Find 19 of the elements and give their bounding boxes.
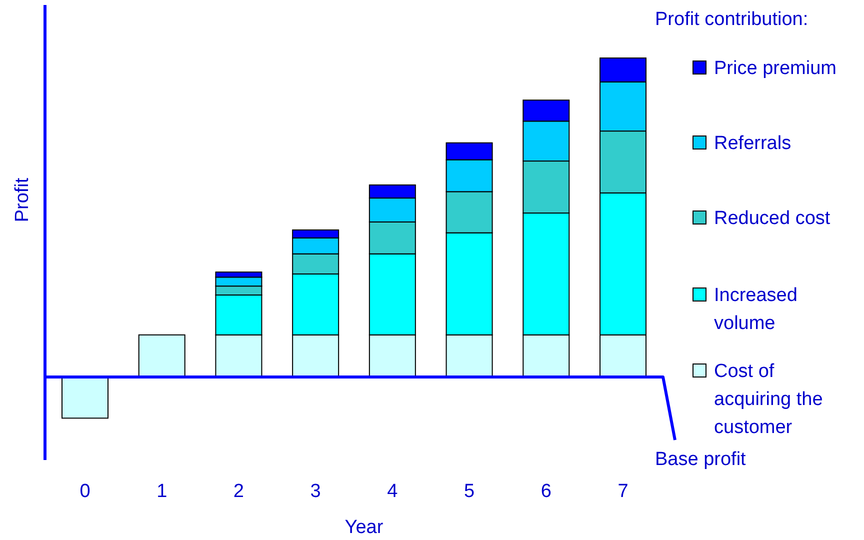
legend-label: Referrals [714, 133, 792, 154]
legend-label: Cost of acquiring the customer [714, 361, 823, 438]
x-tick-label: 7 [618, 481, 628, 502]
legend-title: Profit contribution: [655, 9, 808, 30]
x-tick-label: 1 [156, 481, 168, 502]
x-tick-label: 6 [540, 481, 552, 502]
legend-label: Reduced cost [714, 208, 831, 229]
x-tick-label: 0 [80, 481, 90, 502]
bar [62, 376, 108, 419]
bar [138, 334, 186, 378]
legend-label: Increased volume [714, 285, 798, 334]
x-tick-label: 2 [233, 481, 244, 502]
x-axis-title: Year [344, 517, 384, 538]
x-tick-label: 5 [464, 481, 475, 502]
ref-line-label: Base profit [655, 449, 747, 470]
x-tick-label: 3 [310, 481, 321, 502]
x-tick-label: 4 [387, 481, 398, 502]
y-axis-title: Profit [12, 177, 33, 222]
legend-label: Price premium [714, 58, 836, 79]
